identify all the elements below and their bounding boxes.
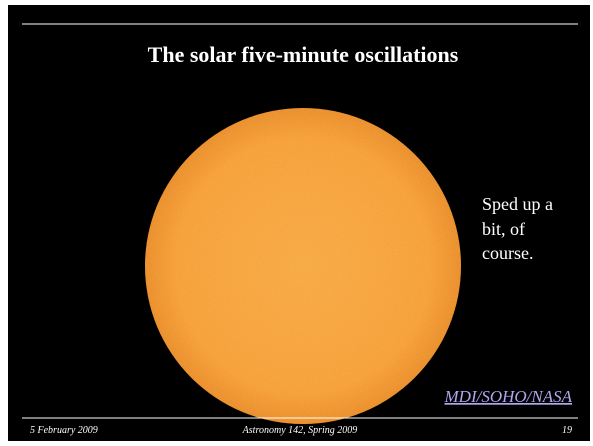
footer-page: 19 (562, 425, 572, 436)
footer-course: Astronomy 142, Spring 2009 (242, 425, 358, 436)
note-line: Sped up a (482, 194, 553, 214)
footer-date: 5 February 2009 (30, 425, 98, 436)
note-line: course. (482, 243, 533, 263)
note-line: bit, of (482, 219, 525, 239)
note: Sped up a bit, of course. (482, 194, 553, 263)
credit-link[interactable]: MDI/SOHO/NASA (444, 387, 573, 406)
sun-texture (145, 108, 461, 424)
title: The solar five-minute oscillations (148, 42, 459, 67)
